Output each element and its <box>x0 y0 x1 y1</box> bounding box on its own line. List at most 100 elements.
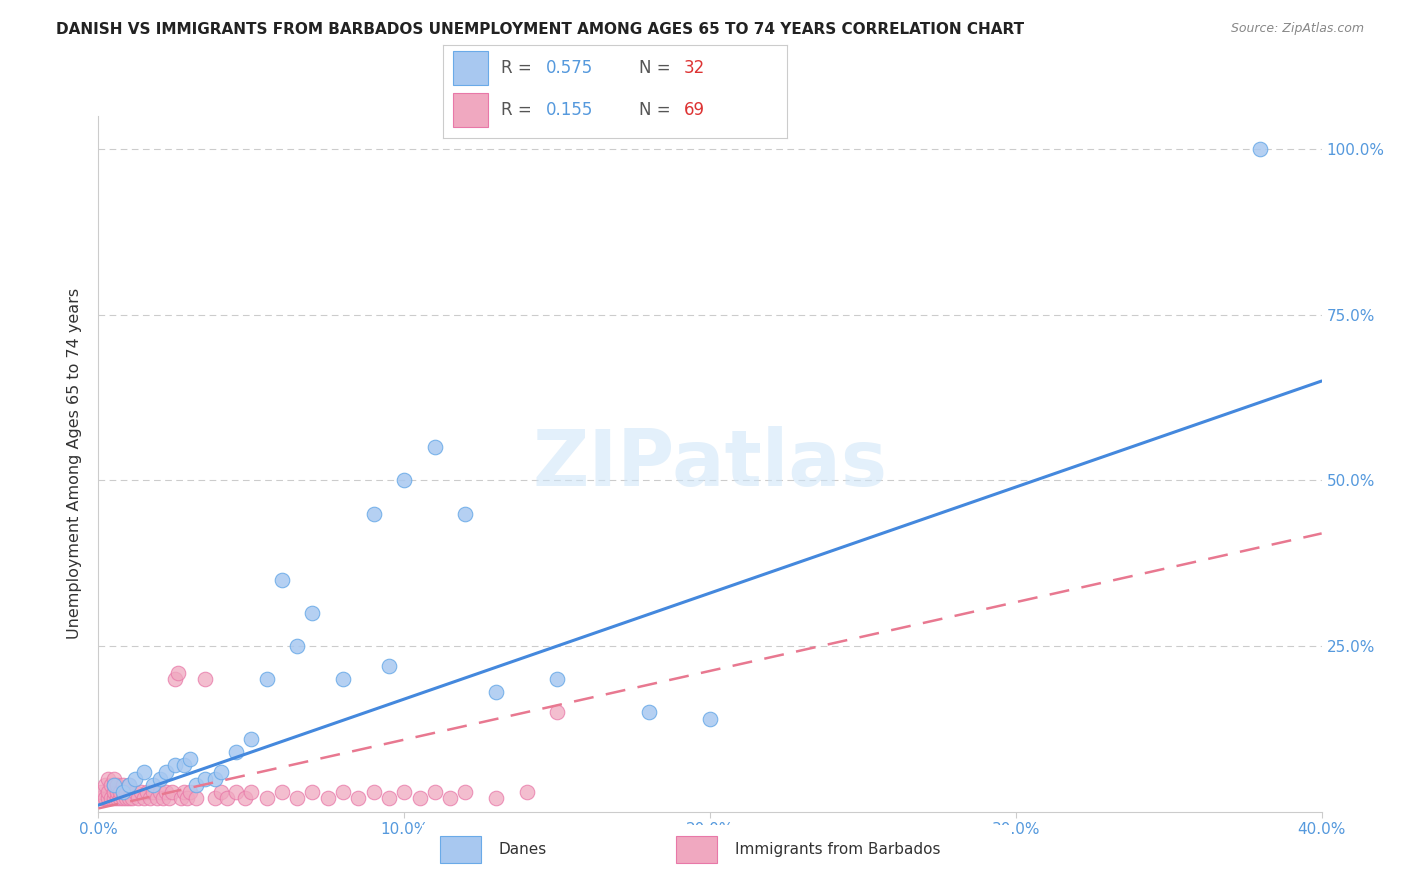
Y-axis label: Unemployment Among Ages 65 to 74 years: Unemployment Among Ages 65 to 74 years <box>67 288 83 640</box>
Point <box>115 791 138 805</box>
Point <box>105 791 128 805</box>
Point <box>392 785 416 799</box>
Point <box>347 791 370 805</box>
Point <box>485 791 508 805</box>
Point <box>129 785 152 799</box>
Text: Immigrants from Barbados: Immigrants from Barbados <box>735 842 941 857</box>
Point <box>103 791 125 805</box>
Point <box>124 785 146 799</box>
Point <box>111 785 134 799</box>
Point <box>215 791 238 805</box>
Point <box>316 791 339 805</box>
Text: N =: N = <box>640 59 676 77</box>
Point <box>204 772 226 786</box>
Point <box>103 772 125 786</box>
Point <box>157 791 180 805</box>
Point <box>454 785 477 799</box>
Point <box>134 791 156 805</box>
Point <box>142 778 165 792</box>
Text: ZIPatlas: ZIPatlas <box>533 425 887 502</box>
Point <box>173 785 195 799</box>
Point <box>103 778 125 792</box>
Point <box>118 791 141 805</box>
Point <box>256 791 278 805</box>
Point <box>118 778 141 792</box>
Point <box>301 606 323 620</box>
Text: R =: R = <box>502 59 537 77</box>
Point <box>121 791 143 805</box>
Point <box>100 778 122 792</box>
Point <box>1249 142 1271 156</box>
Point <box>136 785 159 799</box>
Point <box>225 785 247 799</box>
Point <box>97 772 120 786</box>
Point <box>378 659 401 673</box>
Text: R =: R = <box>502 101 537 120</box>
Point <box>97 785 120 799</box>
Point <box>392 474 416 488</box>
Point <box>454 507 477 521</box>
Point <box>152 791 174 805</box>
Point <box>134 764 156 779</box>
Text: 0.155: 0.155 <box>546 101 593 120</box>
Point <box>118 778 141 792</box>
Point <box>179 785 201 799</box>
Point <box>167 665 190 680</box>
Point <box>256 672 278 686</box>
Point <box>155 764 177 779</box>
Point <box>149 772 172 786</box>
Point <box>485 685 508 699</box>
Point <box>186 791 208 805</box>
Point <box>127 791 149 805</box>
Point <box>408 791 430 805</box>
Point <box>378 791 401 805</box>
Point <box>439 791 461 805</box>
Point <box>111 778 134 792</box>
Point <box>160 785 183 799</box>
Point <box>194 672 217 686</box>
Point <box>108 791 131 805</box>
Point <box>100 791 122 805</box>
Point <box>124 772 146 786</box>
Bar <box>440 837 481 863</box>
Point <box>139 791 162 805</box>
Point <box>240 731 263 746</box>
Text: 0.575: 0.575 <box>546 59 593 77</box>
Point <box>145 791 167 805</box>
Point <box>363 785 385 799</box>
Point <box>163 672 186 686</box>
Point <box>233 791 256 805</box>
Point <box>176 791 198 805</box>
Point <box>90 785 112 799</box>
Point <box>363 507 385 521</box>
Bar <box>676 837 717 863</box>
Point <box>173 758 195 772</box>
Point <box>270 573 292 587</box>
Text: DANISH VS IMMIGRANTS FROM BARBADOS UNEMPLOYMENT AMONG AGES 65 TO 74 YEARS CORREL: DANISH VS IMMIGRANTS FROM BARBADOS UNEMP… <box>56 22 1025 37</box>
Point <box>546 706 568 720</box>
Point <box>155 785 177 799</box>
Point <box>423 785 446 799</box>
Point <box>170 791 193 805</box>
Point <box>115 785 138 799</box>
Point <box>105 785 128 799</box>
Text: 32: 32 <box>685 59 706 77</box>
Point <box>225 745 247 759</box>
Bar <box>453 94 488 127</box>
Bar <box>453 51 488 85</box>
Point <box>163 758 186 772</box>
Point <box>240 785 263 799</box>
Point <box>332 785 354 799</box>
Point <box>204 791 226 805</box>
Point <box>546 672 568 686</box>
Text: N =: N = <box>640 101 676 120</box>
Point <box>142 785 165 799</box>
Point <box>301 785 323 799</box>
Text: Danes: Danes <box>499 842 547 857</box>
Point <box>516 785 538 799</box>
Point <box>105 778 128 792</box>
Point <box>423 440 446 454</box>
Point <box>103 785 125 799</box>
Point <box>90 791 112 805</box>
Point <box>194 772 217 786</box>
